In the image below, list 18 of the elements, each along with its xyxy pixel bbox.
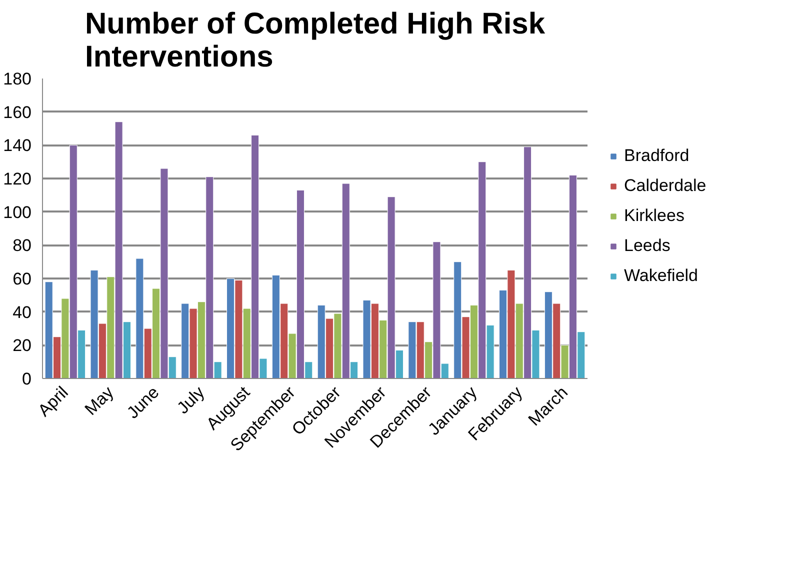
x-tick-label: May	[81, 382, 118, 419]
legend-label: Wakefield	[624, 266, 698, 286]
legend-label: Calderdale	[624, 176, 706, 196]
y-tick-label: 100	[3, 202, 32, 222]
legend-label: Leeds	[624, 236, 670, 256]
y-tick-label: 80	[12, 236, 32, 256]
y-tick-label: 160	[3, 102, 32, 122]
chart-title: Number of Completed High Risk Interventions	[84, 8, 546, 74]
x-tick-label: July	[173, 382, 209, 418]
y-tick-label: 180	[3, 70, 32, 88]
y-tick-label: 140	[3, 136, 32, 156]
y-tick-label: 20	[12, 336, 32, 356]
y-tick-label: 0	[22, 370, 32, 388]
y-tick-label: 40	[12, 302, 32, 322]
legend-label: Kirklees	[624, 206, 684, 226]
y-tick-label: 120	[3, 170, 32, 188]
legend-label: Bradford	[624, 146, 690, 166]
y-tick-label: 60	[12, 270, 32, 288]
